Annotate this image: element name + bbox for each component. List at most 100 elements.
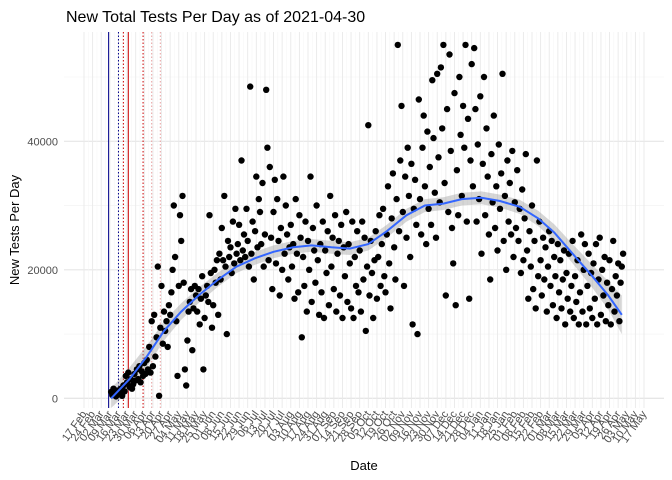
data-point xyxy=(356,247,363,254)
data-point xyxy=(298,334,305,341)
data-point xyxy=(378,240,385,248)
data-point xyxy=(584,282,591,290)
data-point xyxy=(368,269,376,277)
data-point xyxy=(500,237,507,245)
data-point xyxy=(275,237,282,245)
data-point xyxy=(403,234,410,241)
data-point xyxy=(485,231,493,238)
data-point xyxy=(222,263,229,270)
data-point xyxy=(531,237,538,245)
data-point xyxy=(392,276,399,283)
data-point xyxy=(494,247,501,254)
data-point xyxy=(522,150,529,158)
data-point xyxy=(319,218,326,225)
data-point xyxy=(462,41,469,49)
data-point xyxy=(375,253,382,261)
data-point xyxy=(360,276,367,283)
data-point xyxy=(523,247,531,254)
data-point xyxy=(483,125,490,132)
data-point xyxy=(265,257,272,264)
data-point xyxy=(499,70,506,78)
data-point xyxy=(543,308,550,315)
data-point xyxy=(279,266,286,273)
data-point xyxy=(544,263,552,270)
data-point xyxy=(439,125,446,132)
data-point xyxy=(552,273,559,280)
data-point xyxy=(239,247,246,254)
data-point xyxy=(547,282,554,290)
data-point xyxy=(570,314,577,322)
data-point xyxy=(493,183,500,190)
data-point xyxy=(164,343,171,351)
data-point xyxy=(307,173,314,180)
data-point xyxy=(306,266,313,273)
data-point xyxy=(181,366,189,373)
data-point xyxy=(608,285,616,293)
data-point xyxy=(202,292,209,299)
data-point xyxy=(471,44,478,52)
data-point xyxy=(285,276,292,283)
data-point xyxy=(437,64,445,71)
data-point xyxy=(238,157,245,164)
data-point xyxy=(505,218,512,225)
data-point xyxy=(320,314,328,322)
data-point xyxy=(272,260,280,267)
data-point xyxy=(210,302,217,309)
data-point xyxy=(527,263,534,270)
data-point xyxy=(328,263,335,270)
data-point xyxy=(292,195,299,203)
data-point xyxy=(413,221,420,228)
data-point xyxy=(240,231,248,238)
data-point xyxy=(361,234,368,241)
y-axis-ticks: 0 20000 40000 xyxy=(27,136,58,405)
data-point xyxy=(325,302,333,309)
data-point xyxy=(560,247,568,254)
data-point xyxy=(421,183,429,190)
data-point xyxy=(495,141,502,148)
data-point xyxy=(557,257,564,264)
data-point xyxy=(414,330,421,338)
data-point xyxy=(602,318,609,325)
data-point xyxy=(510,253,517,261)
data-point xyxy=(184,337,191,344)
data-point xyxy=(158,282,165,290)
data-point xyxy=(323,269,330,277)
chart-title: New Total Tests Per Day as of 2021-04-30 xyxy=(66,9,365,26)
data-point xyxy=(528,202,536,209)
data-point xyxy=(576,289,584,296)
data-point xyxy=(253,173,260,180)
data-point xyxy=(216,250,223,257)
data-point xyxy=(526,228,533,235)
data-point xyxy=(442,292,449,299)
data-point xyxy=(457,131,464,138)
data-point xyxy=(530,285,537,293)
data-point xyxy=(515,237,522,245)
data-point xyxy=(290,240,297,248)
data-point xyxy=(185,308,192,315)
data-point xyxy=(315,311,323,318)
data-point xyxy=(352,282,360,290)
data-point xyxy=(553,314,560,322)
data-point xyxy=(147,369,154,376)
data-point xyxy=(597,311,605,318)
data-point xyxy=(335,237,342,245)
data-point xyxy=(179,192,186,200)
data-point xyxy=(490,112,497,119)
data-point xyxy=(386,260,393,267)
data-point xyxy=(377,282,384,290)
data-point xyxy=(233,250,240,257)
data-point xyxy=(170,202,177,209)
data-point xyxy=(466,295,473,302)
data-point xyxy=(539,234,547,241)
data-point xyxy=(287,221,294,228)
data-point xyxy=(541,276,548,283)
data-point xyxy=(400,282,408,290)
data-point xyxy=(376,212,383,219)
data-point xyxy=(343,208,350,216)
data-point xyxy=(331,212,339,219)
data-point xyxy=(341,273,349,280)
data-point xyxy=(160,308,168,315)
data-point xyxy=(165,302,173,309)
data-point xyxy=(482,212,489,219)
data-point xyxy=(571,273,579,280)
